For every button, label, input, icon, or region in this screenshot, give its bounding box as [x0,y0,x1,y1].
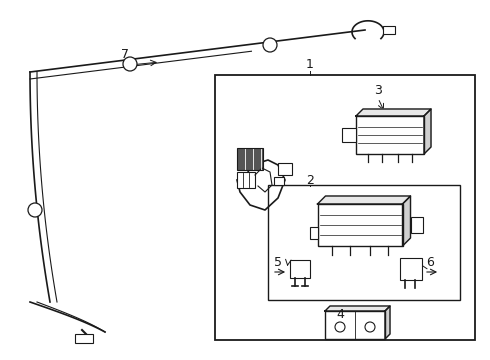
Text: 5: 5 [274,256,282,269]
Bar [325,311,385,339]
Bar [237,148,263,170]
Polygon shape [356,109,431,116]
Bar [237,172,255,188]
Bar [290,260,310,278]
Bar [356,116,424,154]
Circle shape [365,322,375,332]
Polygon shape [325,306,390,311]
Bar [383,26,395,34]
Text: 6: 6 [426,256,434,269]
Bar [318,204,402,246]
Circle shape [335,322,345,332]
Polygon shape [318,196,411,204]
Bar [274,177,284,185]
Bar [278,163,292,175]
Polygon shape [385,306,390,339]
Text: 4: 4 [336,309,344,321]
Text: 2: 2 [306,174,314,186]
Bar [342,128,356,142]
Text: 7: 7 [121,49,129,62]
Circle shape [123,57,137,71]
Bar [310,227,318,239]
Circle shape [28,203,42,217]
Circle shape [263,38,277,52]
Bar [268,185,460,300]
Text: 3: 3 [374,84,382,96]
Bar [400,258,422,280]
Bar [75,334,93,343]
Bar [411,217,422,233]
Text: 1: 1 [306,58,314,72]
Polygon shape [402,196,411,246]
Bar [215,75,475,340]
Polygon shape [424,109,431,154]
